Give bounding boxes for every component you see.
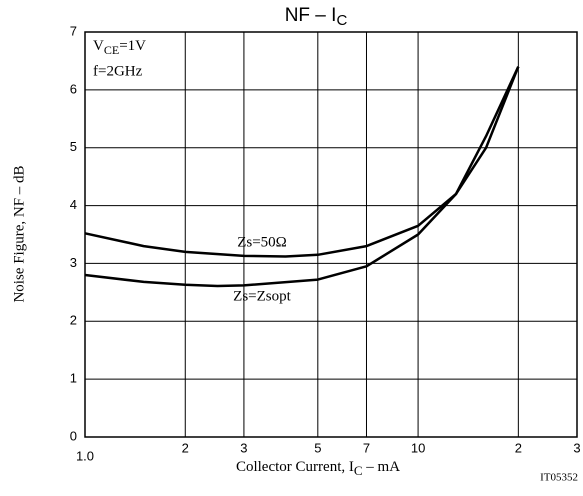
x-tick-label: 10 [411,440,425,455]
figure-code: IT05352 [540,472,578,484]
condition-f: f=2GHz [93,63,143,79]
y-tick-label: 2 [70,313,77,328]
series-label: Zs=Zsopt [233,288,291,304]
chart-title: NF – IC [285,5,348,29]
plot-frame [84,31,578,438]
x-tick-label: 5 [314,440,321,455]
x-tick-label: 2 [515,440,522,455]
y-tick-label: 1 [70,371,77,386]
cond-v: V [93,38,104,54]
y-tick-label: 4 [70,197,77,212]
x-label-text: Collector Current, I [236,459,354,475]
title-text: NF – I [285,5,337,26]
x-tick-label: 1.0 [76,448,94,463]
y-tick-label: 6 [70,81,77,96]
x-label-subscript: C [354,463,363,478]
cond-v-sub: CE [104,43,119,57]
y-tick-label: 0 [70,428,77,443]
series-line [84,66,520,288]
series-label: Zs=50Ω [237,234,287,250]
x-tick-label: 3 [573,440,580,455]
x-tick-label: 2 [182,440,189,455]
x-axis-label: Collector Current, IC – mA [236,459,400,478]
y-tick-label: 5 [70,139,77,154]
condition-v: VCE=1V [93,38,146,56]
series-line [84,66,520,258]
x-tick-label: 3 [240,440,247,455]
y-tick-label: 7 [70,23,77,38]
y-tick-label: 3 [70,255,77,270]
title-subscript: C [336,12,347,29]
x-label-unit: – mA [363,459,401,475]
x-tick-label: 7 [363,440,370,455]
y-axis-label: Noise Figure, NF – dB [11,165,27,302]
cond-v-value: =1V [119,38,146,54]
